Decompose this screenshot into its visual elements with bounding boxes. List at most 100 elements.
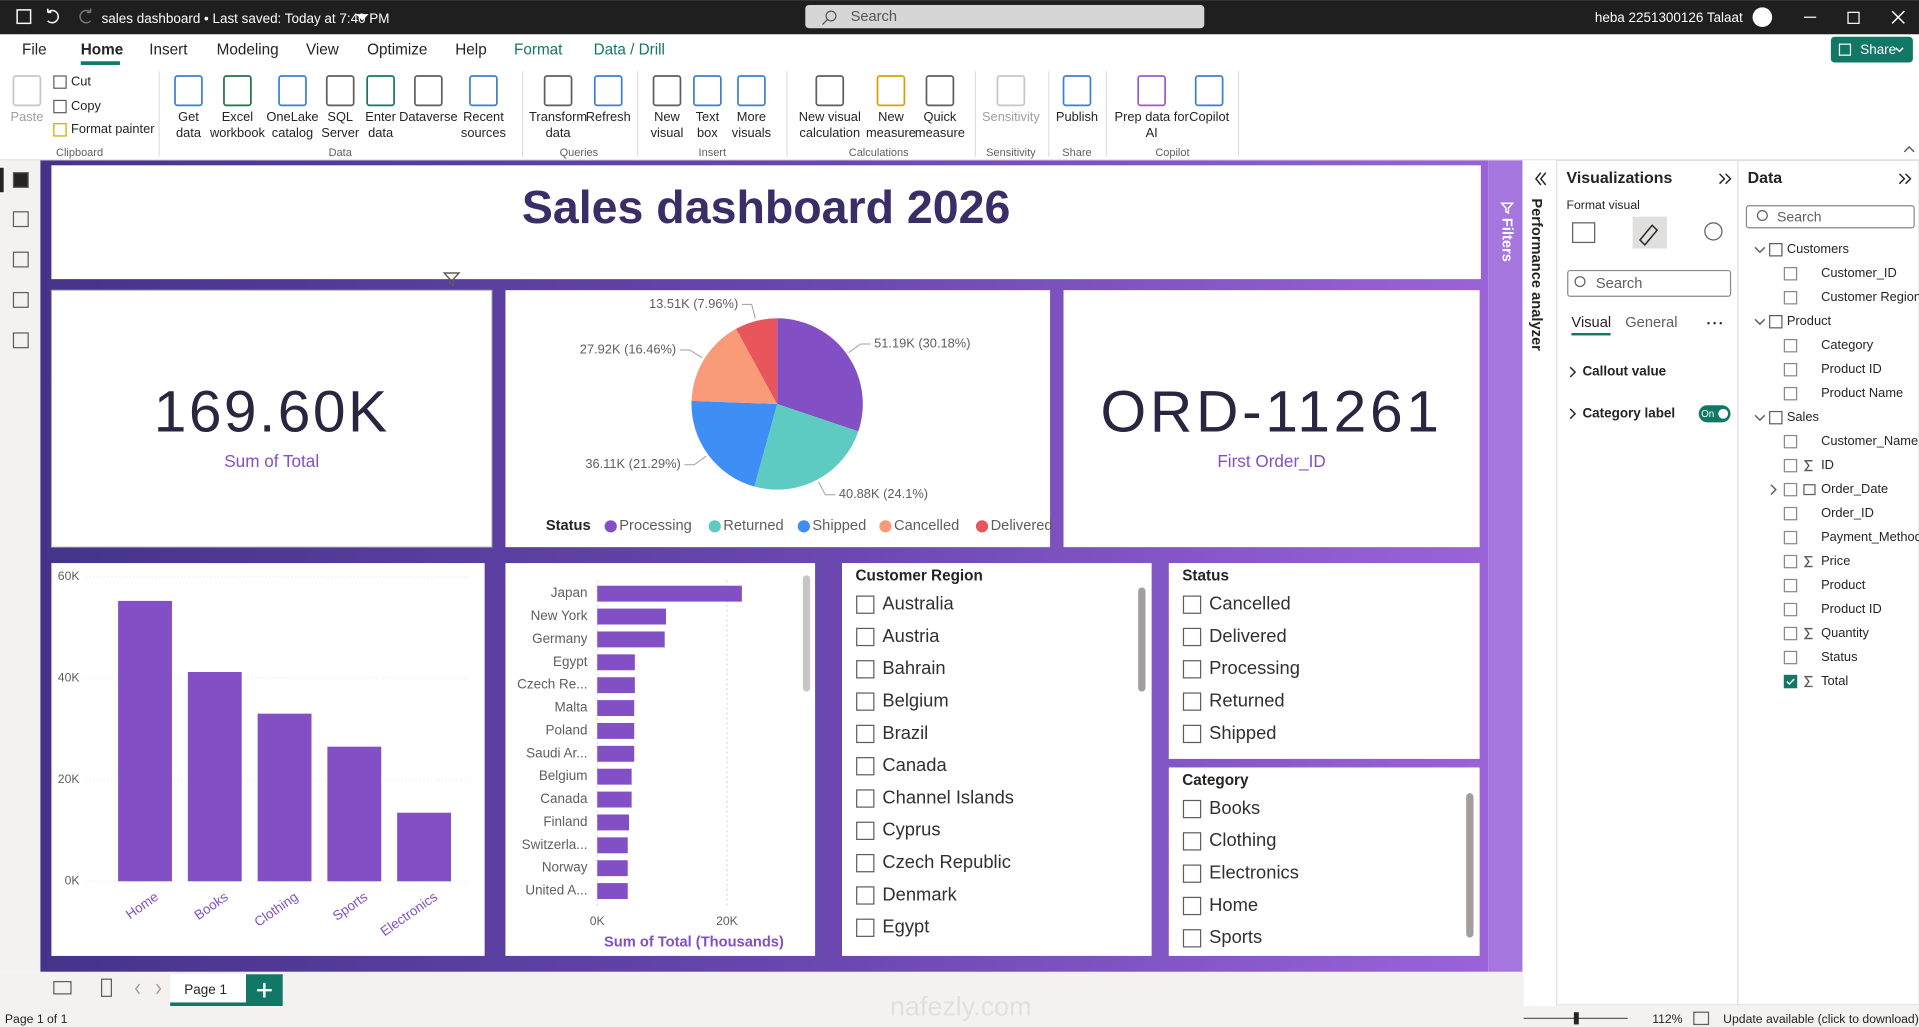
field-name[interactable]: Price [1821,553,1850,568]
field-checkbox[interactable] [1783,458,1798,473]
field-checkbox[interactable] [1783,554,1798,569]
nav-icon[interactable] [12,172,29,188]
viz-icon-selected[interactable] [1632,216,1667,249]
checkbox[interactable] [856,595,875,614]
field-checkbox[interactable] [1783,650,1798,665]
slicer-item[interactable]: Czech Republic [882,851,1010,872]
ribbon-button[interactable]: OneLake [266,109,318,124]
page-tab-label[interactable]: Page 1 [184,982,227,997]
ribbon-button[interactable]: Paste [11,109,44,124]
filters-pane-label[interactable]: Filters [1499,218,1515,262]
format-section[interactable]: Category label [1582,405,1675,420]
ribbon-button[interactable]: SQL [327,109,353,124]
checkbox[interactable] [856,757,875,776]
scrollbar[interactable] [1466,793,1474,938]
restore[interactable] [1847,11,1860,24]
slicer-item[interactable]: Books [1209,797,1260,818]
share-button[interactable] [1830,36,1913,63]
ribbon-button[interactable]: Dataverse [399,109,458,124]
slicer-item[interactable]: Canada [882,754,947,775]
checkbox[interactable] [1182,627,1202,647]
field-checkbox[interactable] [1783,578,1798,593]
checkbox[interactable] [1182,692,1202,711]
ribbon-button[interactable]: Text [696,109,720,124]
checkbox[interactable] [1182,864,1202,883]
field-checkbox[interactable] [1783,674,1798,689]
field-name[interactable]: ID [1821,457,1834,472]
ribbon-button[interactable]: data [368,125,394,140]
field-name[interactable]: Total [1821,673,1848,688]
menu-tab[interactable]: Modeling [217,41,279,58]
field-name[interactable]: Product Name [1821,385,1903,400]
table-name[interactable]: Customers [1787,241,1849,256]
field-name[interactable]: Customer Region [1821,289,1919,304]
checkbox[interactable] [1182,595,1202,614]
share-label[interactable]: Share [1860,42,1896,57]
table-name[interactable]: Product [1787,313,1832,328]
pane-tab[interactable]: General [1625,315,1677,331]
field-checkbox[interactable] [1783,362,1798,377]
checkbox[interactable] [1182,724,1202,744]
slicer-item[interactable]: Bahrain [882,657,945,678]
ribbon-button[interactable]: New [878,109,904,124]
checkbox[interactable] [1182,799,1202,819]
ribbon-button[interactable]: Enter [365,109,396,124]
nav-icon[interactable] [12,251,29,268]
ribbon-button[interactable]: sources [461,125,506,140]
checkbox[interactable] [1182,832,1202,851]
scrollbar[interactable] [1138,587,1146,692]
desktop-view-icon[interactable] [53,981,72,995]
slicer-item[interactable]: Channel Islands [882,786,1014,807]
slicer-item[interactable]: Belgium [882,689,948,710]
nav-icon[interactable] [12,211,29,228]
ribbon-button[interactable]: Publish [1056,109,1098,124]
field-checkbox[interactable] [1783,482,1798,497]
slicer-item[interactable]: Delivered [1209,625,1287,646]
checkbox[interactable] [856,627,875,647]
slicer-item[interactable]: Australia [882,593,954,614]
zoom-thumb[interactable] [1573,1012,1579,1025]
checkbox[interactable] [1182,896,1202,916]
ribbon-button[interactable]: Transform [529,109,587,124]
ribbon-button[interactable]: data [546,125,572,140]
slicer-item[interactable]: Processing [1209,657,1300,678]
field-checkbox[interactable] [1783,386,1798,401]
viz-search[interactable] [1567,269,1732,297]
field-name[interactable]: Customer_Name [1821,433,1918,448]
pane-tab[interactable]: Visual [1571,315,1611,331]
table-name[interactable]: Sales [1787,409,1819,424]
field-name[interactable]: Status [1821,649,1857,664]
menu-tab[interactable]: Home [81,41,123,58]
field-checkbox[interactable] [1783,602,1798,617]
ribbon-button[interactable]: calculation [799,125,860,140]
checkbox[interactable] [1182,660,1202,679]
field-checkbox[interactable] [1783,506,1798,521]
viz-icon[interactable] [1572,222,1596,244]
ribbon-button[interactable]: Cut [71,73,91,88]
performance-pane-label[interactable]: Performance analyzer [1528,198,1544,351]
update-notice[interactable]: Update available (click to download) [1723,1012,1919,1026]
slicer-item[interactable]: Denmark [882,883,957,904]
slicer-item[interactable]: Brazil [882,722,928,743]
checkbox[interactable] [856,918,875,937]
field-name[interactable]: Category [1821,337,1874,352]
ribbon-button[interactable]: AI [1146,125,1158,140]
ribbon-button[interactable]: box [697,125,718,140]
slicer-item[interactable]: Sports [1209,926,1262,947]
nav-icon[interactable] [12,332,29,349]
ribbon-button[interactable]: Server [321,125,360,140]
field-checkbox[interactable] [1783,530,1798,545]
ribbon-button[interactable]: visuals [732,125,771,140]
slicer-item[interactable]: Cancelled [1209,593,1291,614]
search-box[interactable] [805,4,1205,29]
field-name[interactable]: Order_Date [1821,481,1888,496]
mobile-view-icon[interactable] [100,978,112,997]
slicer-item[interactable]: Returned [1209,689,1284,710]
checkbox[interactable] [856,886,875,905]
menu-tab[interactable]: Data / Drill [594,41,665,58]
ribbon-button[interactable]: Excel [222,109,253,124]
menu-tab[interactable]: Insert [149,41,188,58]
ribbon-button[interactable]: Refresh [586,109,631,124]
checkbox[interactable] [1182,929,1202,948]
ribbon-button[interactable]: Copilot [1189,109,1229,124]
